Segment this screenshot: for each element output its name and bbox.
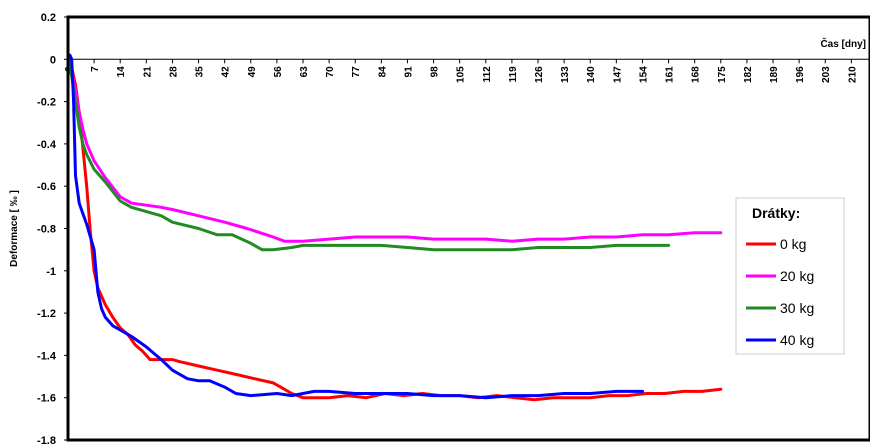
x-tick-label: 42 bbox=[221, 66, 232, 78]
x-tick-label: 63 bbox=[299, 66, 310, 78]
x-tick-label: 161 bbox=[665, 66, 676, 83]
x-tick-label: 175 bbox=[717, 66, 728, 83]
x-tick-label: 140 bbox=[586, 66, 597, 83]
x-tick-label: 21 bbox=[142, 66, 153, 78]
x-tick-label: 133 bbox=[560, 66, 571, 83]
x-tick-label: 70 bbox=[325, 66, 336, 78]
legend: Drátky: 0 kg 20 kg 30 kg 40 kg bbox=[735, 197, 845, 355]
y-tick-label: 0 bbox=[50, 54, 56, 66]
x-tick-label: 126 bbox=[534, 66, 545, 83]
y-tick-label: -0.8 bbox=[37, 224, 56, 236]
x-axis-ticks: 0 7 14 21 28 35 42 49 56 63 70 77 84 91 98 105 112 119 126… bbox=[64, 59, 858, 83]
series-lines bbox=[66, 53, 723, 402]
x-tick-label: 77 bbox=[351, 66, 362, 78]
x-tick-label: 196 bbox=[795, 66, 806, 83]
x-tick-label: 35 bbox=[195, 66, 206, 78]
series-line-2 bbox=[66, 57, 671, 252]
x-tick-label: 56 bbox=[273, 66, 284, 78]
series-line-1 bbox=[66, 57, 723, 243]
x-tick-label: 119 bbox=[508, 66, 519, 83]
x-tick-label: 14 bbox=[116, 66, 127, 78]
series-line-3 bbox=[66, 53, 644, 400]
x-tick-label: 189 bbox=[769, 66, 780, 83]
y-tick-label: -1.2 bbox=[37, 308, 56, 320]
legend-items: 0 kg 20 kg 30 kg 40 kg bbox=[746, 236, 814, 348]
x-tick-label: 91 bbox=[403, 66, 414, 78]
y-tick-label: 0.2 bbox=[41, 12, 56, 24]
x-tick-label: 154 bbox=[638, 66, 649, 83]
x-tick-label: 7 bbox=[90, 66, 101, 72]
y-tick-label: -0.4 bbox=[37, 139, 57, 151]
x-tick-label: 203 bbox=[821, 66, 832, 83]
legend-label: 40 kg bbox=[780, 332, 814, 348]
x-tick-label: 168 bbox=[691, 66, 702, 83]
y-tick-label: -1 bbox=[46, 266, 56, 278]
x-tick-label: 105 bbox=[456, 66, 467, 83]
y-tick-label: -1.6 bbox=[37, 393, 56, 405]
y-axis-ticks: 0.2 0 -0.2 -0.4 -0.6 -0.8 -1 -1.2 -1.4 -1.6 -1.8 bbox=[37, 12, 68, 444]
legend-label: 20 kg bbox=[780, 268, 814, 284]
legend-label: 0 kg bbox=[780, 236, 806, 252]
y-tick-label: -1.8 bbox=[37, 435, 56, 444]
y-tick-label: -0.6 bbox=[37, 181, 56, 193]
x-tick-label: 210 bbox=[847, 66, 858, 83]
x-tick-label: 28 bbox=[168, 66, 179, 78]
plot-area-border bbox=[66, 15, 870, 442]
legend-title: Drátky: bbox=[752, 205, 800, 221]
legend-label: 30 kg bbox=[780, 300, 814, 316]
x-tick-label: 49 bbox=[247, 66, 258, 78]
x-tick-label: 182 bbox=[743, 66, 754, 83]
x-tick-label: 147 bbox=[612, 66, 623, 83]
x-axis-title: Čas [dny] bbox=[820, 37, 866, 50]
y-tick-label: -1.4 bbox=[37, 350, 57, 362]
y-tick-label: -0.2 bbox=[37, 97, 56, 109]
x-tick-label: 112 bbox=[482, 66, 493, 83]
y-axis-title: Deformace [ ‰ ] bbox=[9, 190, 20, 267]
series-line-0 bbox=[66, 57, 723, 402]
x-tick-label: 84 bbox=[377, 66, 388, 78]
x-tick-label: 98 bbox=[430, 66, 441, 78]
